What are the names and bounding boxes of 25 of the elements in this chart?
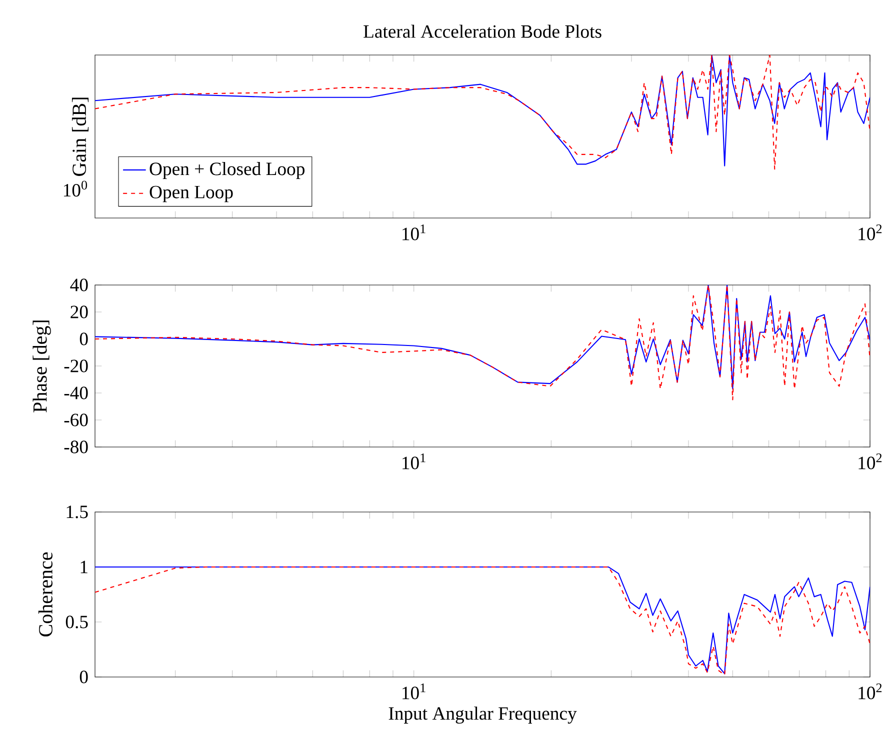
- x-tick-label: 10$^{2}$: [858, 683, 882, 700]
- y-tick-label: -60: [64, 414, 88, 426]
- x-tick-label: 10$^{1}$: [402, 683, 426, 700]
- y-axis-title: Coherence: [38, 552, 52, 636]
- x-tick-label: 10$^{2}$: [858, 453, 882, 470]
- y-tick-label: -80: [64, 440, 88, 454]
- legend-label: Open + Closed Loop: [150, 162, 304, 179]
- y-tick-label: 1: [80, 560, 88, 574]
- chart-title: Lateral Acceleration Bode Plots: [364, 24, 602, 38]
- y-tick-label: 0.5: [66, 616, 88, 628]
- x-axis-title: Input Angular Frequency: [388, 706, 577, 724]
- x-tick-label: 10$^{1}$: [402, 224, 426, 240]
- x-tick-label: 10$^{1}$: [402, 453, 426, 470]
- y-axis-title: Phase [deg]: [32, 320, 51, 412]
- text: 10$^{0}$: [64, 180, 88, 197]
- y-tick-label: -20: [64, 360, 88, 372]
- y-tick-label: 1.5: [66, 506, 88, 518]
- x-tick-label: 10$^{2}$: [858, 224, 882, 240]
- legend-label: Open Loop: [150, 186, 233, 202]
- y-tick-label: 40: [70, 278, 88, 292]
- y-tick-label: 0: [80, 670, 88, 684]
- y-tick-label: 0: [80, 332, 88, 346]
- y-tick-label: -40: [64, 386, 88, 400]
- y-tick-label: 20: [70, 306, 88, 318]
- y-axis-title: Gain [dB]: [72, 98, 89, 176]
